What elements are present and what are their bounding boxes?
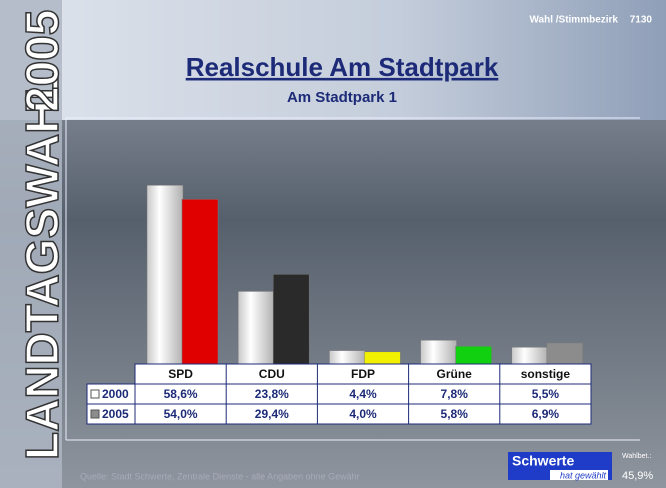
bar (237, 291, 275, 365)
sidebar-year: 2005 (16, 10, 68, 112)
source-note: Quelle: Stadt Schwerte, Zentrale Dienste… (80, 471, 360, 481)
value-label: 6,9% (532, 407, 560, 421)
header-band (0, 0, 666, 120)
district-number: 7130 (630, 15, 653, 26)
x-tick-label: CDU (259, 367, 285, 381)
value-label: 58,6% (164, 387, 198, 401)
value-label: 5,8% (441, 407, 469, 421)
bar (146, 185, 184, 365)
logo: Schwerte (512, 453, 574, 469)
chart-title: Realschule Am Stadtpark (186, 52, 499, 82)
bar (272, 274, 310, 365)
value-label: 5,5% (532, 387, 560, 401)
value-label: 29,4% (255, 407, 289, 421)
turnout-label: Wahlbet.: (622, 453, 651, 460)
bar (546, 342, 584, 365)
legend-swatch (90, 409, 100, 419)
legend-label: 2000 (102, 387, 129, 401)
value-label: 23,8% (255, 387, 289, 401)
x-tick-label: sonstige (521, 367, 571, 381)
bar (455, 346, 492, 365)
x-tick-label: FDP (351, 367, 375, 381)
logo-tagline-box (550, 470, 608, 480)
value-label: 54,0% (164, 407, 198, 421)
sidebar (0, 0, 62, 488)
bar (181, 199, 219, 365)
sidebar-label: LANDTAGSWAHL (16, 72, 68, 460)
table-bg (134, 363, 592, 425)
x-tick-label: SPD (168, 367, 193, 381)
bar (364, 351, 401, 365)
value-label: 7,8% (441, 387, 469, 401)
turnout-value: 45,9% (622, 470, 653, 482)
value-label: 4,0% (349, 407, 377, 421)
bar (329, 350, 366, 365)
district-label: Wahl /Stimmbezirk (529, 15, 618, 26)
legend-label: 2005 (102, 407, 129, 421)
legend-swatch (90, 389, 100, 399)
logo-tagline: hat gewählt (560, 470, 607, 480)
x-tick-label: Grüne (437, 367, 473, 381)
bar (511, 346, 549, 365)
bar (420, 339, 457, 365)
value-label: 4,4% (349, 387, 377, 401)
chart-subtitle: Am Stadtpark 1 (287, 89, 397, 106)
